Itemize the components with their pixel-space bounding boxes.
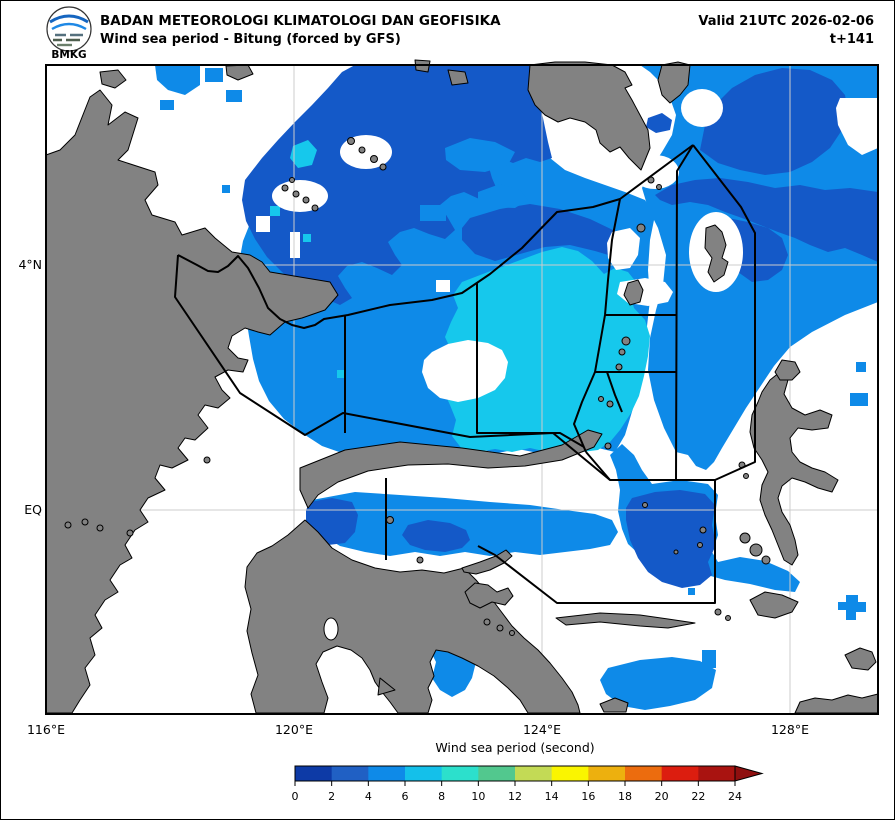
forecast-area-boundaries xyxy=(174,144,756,604)
land-sulawesi-north-arm xyxy=(299,429,603,509)
land-obi xyxy=(749,591,799,619)
lon-label: 124°E xyxy=(523,722,561,737)
lat-label: EQ xyxy=(24,502,42,517)
colorbar-segments xyxy=(294,765,764,782)
colorbar-segment xyxy=(551,766,589,781)
colorbar-tick-label: 24 xyxy=(728,790,742,803)
longitude-labels: 116°E 120°E 124°E 128°E xyxy=(27,722,809,737)
wind-sea-period-fields xyxy=(155,65,878,710)
land xyxy=(45,59,879,714)
land-talaud xyxy=(704,224,729,283)
map-panel: 4°N EQ 116°E 120°E 124°E 128°E xyxy=(18,59,879,737)
colorbar-tick-label: 12 xyxy=(508,790,522,803)
colorbar-tick-label: 20 xyxy=(655,790,669,803)
land-mindanao xyxy=(527,61,651,171)
land-morotai xyxy=(774,359,801,381)
colorbar-segment xyxy=(405,766,443,781)
land-sula xyxy=(555,612,696,629)
product-title: Wind sea period - Bitung (forced by GFS) xyxy=(100,32,401,47)
colorbar-title: Wind sea period (second) xyxy=(435,740,594,755)
colorbar-tick-label: 16 xyxy=(581,790,595,803)
colorbar-extend-arrow xyxy=(734,765,764,782)
bmkg-logo-icon: BMKG xyxy=(46,6,92,61)
colorbar-tick-label: 4 xyxy=(365,790,372,803)
lon-label: 128°E xyxy=(771,722,809,737)
colorbar-ticks: 0 2 4 6 8 10 12 14 16 18 20 22 24 xyxy=(292,781,742,803)
colorbar-segment xyxy=(478,766,516,781)
colorbar-segment xyxy=(295,766,333,781)
map-border xyxy=(45,64,879,715)
colorbar-tick-label: 18 xyxy=(618,790,632,803)
valid-time: Valid 21UTC 2026-02-06 xyxy=(698,14,874,29)
land-mindanao-east xyxy=(657,61,691,104)
lon-label: 116°E xyxy=(27,722,65,737)
colorbar-segment xyxy=(661,766,699,781)
colorbar-segment xyxy=(625,766,663,781)
colorbar-tick-label: 0 xyxy=(292,790,299,803)
colorbar-tick-label: 2 xyxy=(328,790,335,803)
colorbar-tick-label: 6 xyxy=(402,790,409,803)
header: BMKG BADAN METEOROLOGI KLIMATOLOGI DAN G… xyxy=(46,6,874,61)
colorbar-segment xyxy=(368,766,406,781)
clear-sea-pockets xyxy=(256,89,878,402)
colorbar-segment xyxy=(588,766,626,781)
field-2-4s xyxy=(242,65,878,588)
colorbar: Wind sea period (second) 0 2 4 6 8 10 12 14 16 18… xyxy=(292,740,764,803)
agency-title: BADAN METEOROLOGI KLIMATOLOGI DAN GEOFIS… xyxy=(100,13,501,29)
lon-label: 120°E xyxy=(275,722,313,737)
colorbar-tick-label: 10 xyxy=(471,790,485,803)
colorbar-segment xyxy=(698,766,736,781)
field-6-8s xyxy=(270,140,650,452)
land-sulawesi-body xyxy=(244,519,581,714)
latitude-labels: 4°N EQ xyxy=(18,257,42,517)
field-4-6s-pockets xyxy=(420,138,528,221)
colorbar-segment xyxy=(441,766,479,781)
colorbar-segment xyxy=(515,766,553,781)
colorbar-segment xyxy=(331,766,369,781)
forecast-step: t+141 xyxy=(830,32,874,47)
colorbar-tick-label: 22 xyxy=(691,790,705,803)
lat-label: 4°N xyxy=(18,257,42,272)
colorbar-tick-label: 8 xyxy=(438,790,445,803)
colorbar-tick-label: 14 xyxy=(545,790,559,803)
land-halmahera xyxy=(749,371,839,566)
land-borneo xyxy=(45,89,339,714)
logo-label: BMKG xyxy=(51,49,86,61)
